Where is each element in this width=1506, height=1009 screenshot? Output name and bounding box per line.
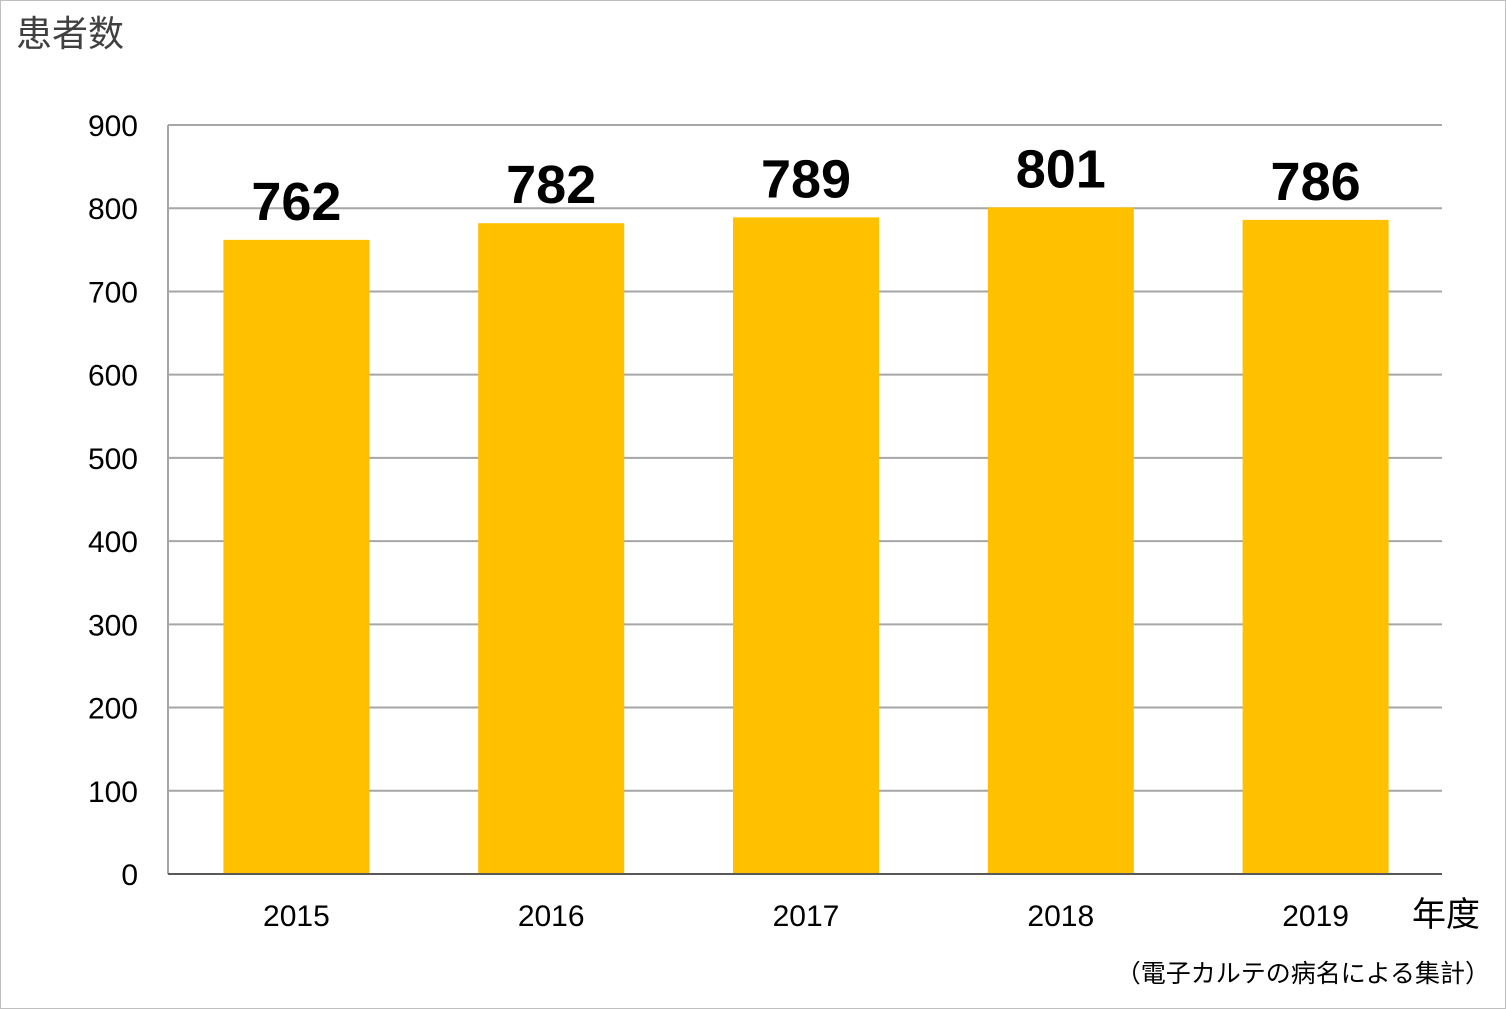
data-label: 789: [761, 149, 851, 209]
x-axis-label: 年度: [1412, 895, 1480, 935]
x-axis-ticks: 2015 2016 2017 2018 2019: [263, 900, 1349, 933]
y-tick-label: 700: [88, 276, 138, 309]
data-label: 786: [1271, 152, 1361, 212]
y-axis-label: 患者数: [16, 14, 124, 55]
y-tick-label: 300: [88, 609, 138, 642]
y-tick-label: 100: [88, 776, 138, 809]
x-tick-label: 2018: [1027, 900, 1094, 933]
y-tick-label: 800: [88, 193, 138, 226]
bar-2017: [733, 217, 879, 875]
gridlines: [168, 124, 1442, 792]
x-tick-label: 2019: [1282, 900, 1349, 933]
data-labels: 762 782 789 801 786: [251, 139, 1360, 231]
bar-2016: [478, 223, 625, 875]
bar-2019: [1242, 219, 1389, 874]
y-tick-label: 500: [88, 443, 138, 476]
y-tick-label: 0: [121, 859, 138, 892]
x-tick-label: 2015: [263, 900, 330, 933]
data-label: 762: [251, 172, 341, 232]
y-axis-ticks: 0 100 200 300 400 500 600 700 800 900: [88, 110, 138, 892]
bars: [223, 207, 1389, 875]
data-label: 801: [1016, 139, 1106, 199]
bar-2018: [987, 207, 1134, 874]
x-tick-label: 2016: [518, 900, 585, 933]
y-tick-label: 600: [88, 360, 138, 393]
footnote: （電子カルテの病名による集計）: [1116, 959, 1490, 988]
y-tick-label: 200: [88, 693, 138, 726]
y-tick-label: 900: [88, 110, 138, 143]
axes: [167, 125, 1442, 875]
bar-2015: [223, 239, 370, 874]
y-tick-label: 400: [88, 526, 138, 559]
data-label: 782: [506, 155, 596, 215]
x-tick-label: 2017: [773, 900, 840, 933]
